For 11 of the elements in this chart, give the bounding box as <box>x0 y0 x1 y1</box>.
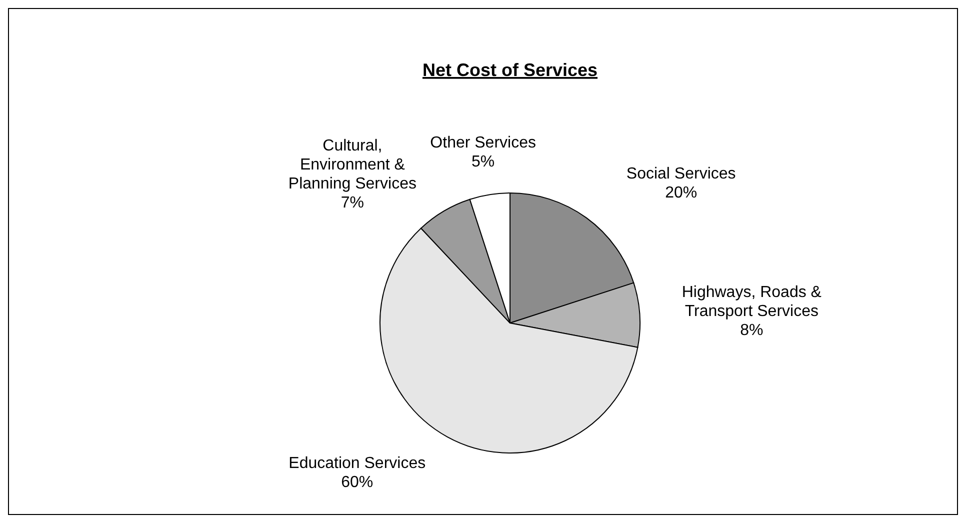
data-label: 60% <box>341 474 374 492</box>
slice-label: Highways, Roads & Transport Services <box>682 284 822 320</box>
data-label: 8% <box>740 322 764 340</box>
chart-title: Net Cost of Services <box>422 60 598 80</box>
slice-label: Education Services <box>288 455 426 472</box>
slice-label: Other Services <box>430 134 536 152</box>
data-label: 20% <box>665 184 698 202</box>
slice-label: Social Services <box>626 166 736 183</box>
slice-label: Cultural, Environment & Planning Services <box>288 138 416 193</box>
data-label: 5% <box>472 154 495 171</box>
data-label: 7% <box>340 194 364 212</box>
